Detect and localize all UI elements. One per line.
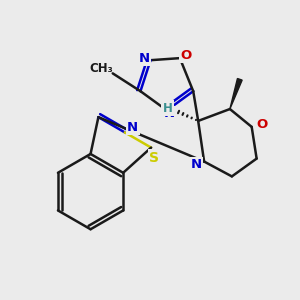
Text: CH₃: CH₃	[89, 62, 113, 75]
Text: O: O	[180, 49, 191, 62]
Text: N: N	[163, 107, 174, 120]
Text: N: N	[190, 158, 202, 171]
Text: O: O	[256, 118, 267, 131]
Text: S: S	[149, 151, 159, 164]
Text: N: N	[139, 52, 150, 65]
Polygon shape	[230, 79, 242, 109]
Text: H: H	[163, 101, 172, 115]
Text: N: N	[127, 121, 138, 134]
